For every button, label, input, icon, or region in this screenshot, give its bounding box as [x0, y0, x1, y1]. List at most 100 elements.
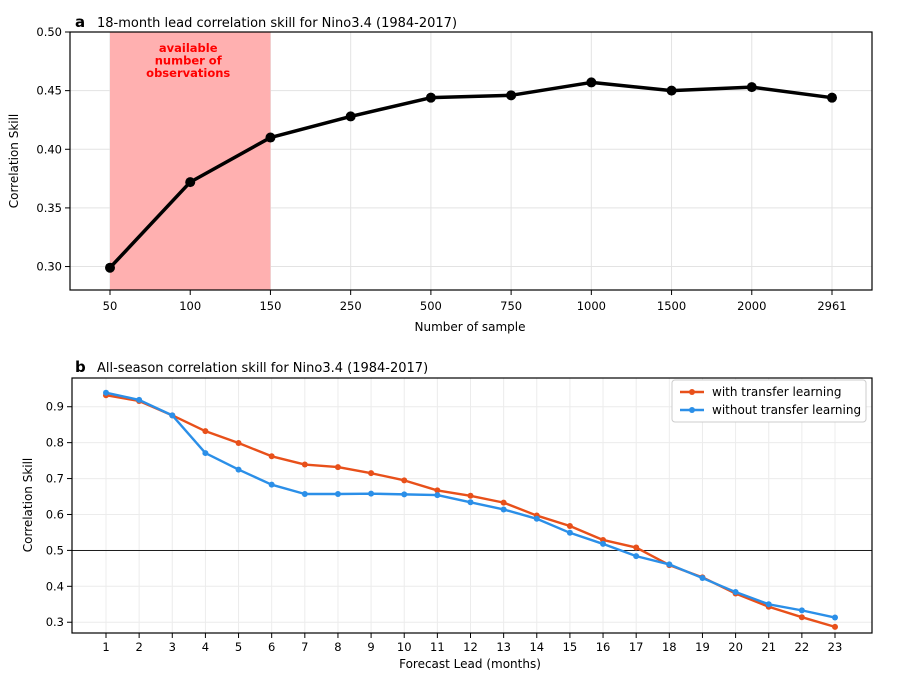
data-point [345, 111, 356, 122]
legend-swatch-marker [689, 407, 695, 413]
data-point [467, 492, 474, 499]
panel-a-letter: a [75, 13, 85, 31]
x-tick-label: 2 [135, 640, 142, 654]
data-point [105, 262, 115, 273]
data-point [827, 92, 837, 103]
y-tick-label: 0.6 [46, 507, 64, 521]
panel-a-y-axis: 0.30 0.35 0.40 0.45 0.50 [36, 25, 70, 274]
data-point [334, 464, 341, 471]
data-point [666, 85, 677, 96]
x-tick-label: 10 [397, 640, 412, 654]
x-tick-label: 750 [500, 299, 522, 313]
panel-b-y-axis: 0.3 0.4 0.5 0.6 0.7 0.8 0.9 [46, 400, 72, 629]
y-tick-label: 0.35 [36, 201, 62, 215]
data-point [202, 428, 209, 435]
data-point [500, 499, 507, 506]
legend-label: with transfer learning [712, 385, 841, 399]
panel-a-x-axis-label: Number of sample [414, 320, 525, 334]
panel-b: b All-season correlation skill for Nino3… [21, 358, 873, 671]
data-point [401, 491, 408, 498]
data-point [832, 623, 838, 630]
x-tick-label: 17 [629, 640, 644, 654]
panel-b-x-axis-label: Forecast Lead (months) [399, 657, 541, 671]
x-tick-label: 9 [367, 640, 374, 654]
data-point [368, 490, 375, 497]
x-tick-label: 23 [828, 640, 843, 654]
x-tick-label: 19 [695, 640, 710, 654]
data-point [334, 491, 341, 498]
panel-b-series [103, 389, 838, 630]
x-tick-label: 6 [268, 640, 275, 654]
panel-a-y-axis-label: Correlation Skill [7, 114, 21, 209]
x-tick-label: 100 [179, 299, 201, 313]
y-tick-label: 0.40 [36, 142, 62, 156]
x-tick-label: 50 [103, 299, 118, 313]
x-tick-label: 2000 [737, 299, 766, 313]
data-point [633, 553, 640, 560]
x-tick-label: 2961 [817, 299, 846, 313]
data-point [732, 589, 739, 596]
data-point [268, 481, 275, 488]
y-tick-label: 0.7 [46, 472, 64, 486]
data-point [699, 575, 706, 582]
data-point [202, 450, 209, 457]
y-tick-label: 0.5 [46, 543, 64, 557]
x-tick-label: 8 [334, 640, 341, 654]
x-tick-label: 1500 [657, 299, 686, 313]
panel-b-y-axis-label: Correlation Skill [21, 458, 35, 553]
data-point [500, 506, 507, 513]
legend-box [671, 379, 867, 423]
x-tick-label: 11 [430, 640, 445, 654]
data-point [633, 544, 640, 551]
y-tick-label: 0.8 [46, 436, 64, 450]
x-tick-label: 500 [420, 299, 442, 313]
x-tick-label: 15 [563, 640, 578, 654]
series-2 [103, 389, 838, 621]
data-point [235, 466, 242, 473]
panel-b-x-axis: 1 2 3 4 5 6 7 8 9 10 11 12 13 14 15 16 17 18 19 20 21 22 23 [102, 633, 842, 654]
data-point [265, 132, 276, 143]
data-point [566, 522, 573, 529]
x-tick-label: 4 [202, 640, 209, 654]
data-point [401, 477, 408, 484]
data-point [235, 440, 242, 447]
annotation-line: available [159, 41, 218, 55]
y-tick-label: 0.4 [46, 579, 64, 593]
panel-a-title: 18-month lead correlation skill for Nino… [97, 16, 457, 31]
x-tick-label: 21 [761, 640, 776, 654]
x-tick-label: 250 [340, 299, 362, 313]
panel-a-shaded-region [110, 32, 271, 290]
data-point [798, 607, 805, 614]
y-tick-label: 0.45 [36, 84, 62, 98]
panel-b-plot-frame [71, 377, 873, 634]
data-point [600, 540, 607, 547]
x-tick-label: 22 [795, 640, 810, 654]
legend-label: without transfer learning [712, 403, 861, 417]
data-point [746, 82, 757, 93]
x-tick-label: 150 [259, 299, 281, 313]
data-point [425, 92, 436, 103]
data-point [765, 601, 772, 608]
y-tick-label: 0.50 [36, 25, 62, 39]
data-point [586, 77, 597, 88]
x-tick-label: 20 [728, 640, 743, 654]
x-tick-label: 16 [596, 640, 611, 654]
x-tick-label: 13 [496, 640, 511, 654]
data-point [434, 492, 441, 499]
data-point [506, 90, 517, 101]
panel-a-plot-frame [69, 31, 873, 291]
x-tick-label: 14 [529, 640, 544, 654]
series-line [108, 80, 833, 269]
panel-b-legend: with transfer learning without transfer l… [671, 379, 867, 423]
data-point [566, 529, 573, 536]
data-point [185, 177, 196, 188]
x-tick-label: 5 [235, 640, 242, 654]
data-point [666, 561, 673, 568]
data-point [798, 614, 805, 621]
data-point [136, 396, 143, 403]
data-point [268, 453, 275, 460]
annotation-line: number of [155, 54, 223, 68]
data-point [832, 614, 838, 621]
